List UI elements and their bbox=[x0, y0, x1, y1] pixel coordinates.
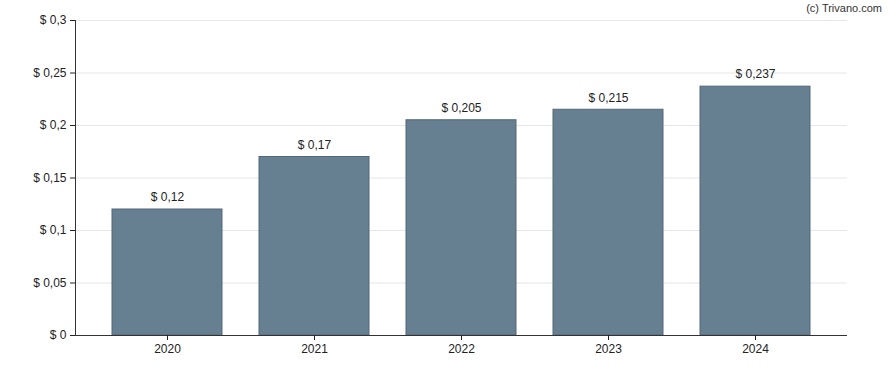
svg-text:2023: 2023 bbox=[595, 342, 622, 356]
svg-text:$ 0,05: $ 0,05 bbox=[33, 276, 67, 290]
svg-text:$ 0,1: $ 0,1 bbox=[40, 223, 67, 237]
svg-text:$ 0,205: $ 0,205 bbox=[441, 101, 481, 115]
svg-text:$ 0: $ 0 bbox=[50, 328, 67, 342]
svg-text:$ 0,15: $ 0,15 bbox=[33, 171, 67, 185]
svg-text:$ 0,3: $ 0,3 bbox=[40, 13, 67, 27]
svg-text:2024: 2024 bbox=[742, 342, 769, 356]
svg-text:2021: 2021 bbox=[301, 342, 328, 356]
html-text:(c) Trivano.com: (c) Trivano.com bbox=[806, 2, 882, 14]
svg-text:$ 0,2: $ 0,2 bbox=[40, 118, 67, 132]
svg-text:$ 0,17: $ 0,17 bbox=[298, 138, 332, 152]
svg-text:$ 0,215: $ 0,215 bbox=[588, 91, 628, 105]
svg-text:2022: 2022 bbox=[448, 342, 475, 356]
svg-text:$ 0,237: $ 0,237 bbox=[735, 67, 775, 81]
svg-text:$ 0,25: $ 0,25 bbox=[33, 66, 67, 80]
svg-text:2020: 2020 bbox=[154, 342, 181, 356]
svg-text:$ 0,12: $ 0,12 bbox=[151, 190, 185, 204]
